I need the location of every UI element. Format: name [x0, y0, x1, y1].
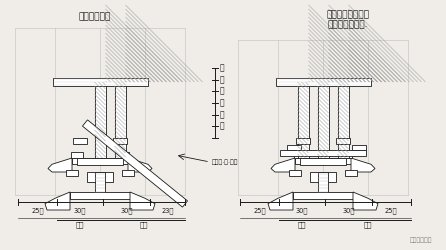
Text: 九几设计教育: 九几设计教育: [409, 238, 432, 243]
Text: 25分: 25分: [253, 207, 266, 214]
Bar: [338, 82, 348, 158]
Polygon shape: [128, 158, 152, 172]
Text: 25分: 25分: [31, 207, 44, 214]
Text: 外跳: 外跳: [140, 221, 149, 228]
Bar: [280, 150, 366, 156]
Polygon shape: [351, 158, 375, 172]
Bar: [113, 138, 127, 144]
Bar: [352, 145, 366, 150]
Text: 四铺作外檐昂: 四铺作外檐昂: [79, 12, 111, 21]
Bar: [276, 78, 371, 86]
Text: 里跳: 里跳: [76, 221, 84, 228]
Text: 25分: 25分: [385, 207, 397, 214]
Bar: [293, 192, 353, 199]
Polygon shape: [271, 158, 295, 172]
Text: 尺: 尺: [220, 98, 225, 108]
Polygon shape: [83, 120, 187, 207]
Bar: [310, 172, 336, 182]
Text: 30分: 30分: [296, 207, 308, 214]
Bar: [296, 138, 310, 144]
Text: 檩桁平·数·位分: 檩桁平·数·位分: [212, 159, 239, 165]
Text: 村: 村: [220, 64, 225, 72]
Text: 外跳: 外跳: [363, 221, 372, 228]
Bar: [287, 145, 301, 150]
Bar: [318, 172, 328, 192]
Polygon shape: [268, 192, 293, 210]
Text: 村: 村: [220, 87, 225, 96]
Bar: [340, 152, 352, 158]
Bar: [117, 152, 129, 158]
Bar: [295, 158, 351, 164]
Text: 30分: 30分: [74, 207, 86, 214]
Text: 23分: 23分: [161, 207, 174, 214]
Polygon shape: [45, 192, 70, 210]
Bar: [77, 158, 123, 165]
Text: 四铺作里外盘一抄: 四铺作里外盘一抄: [326, 10, 369, 19]
Polygon shape: [48, 158, 72, 172]
Bar: [95, 82, 106, 158]
Bar: [87, 172, 113, 182]
Bar: [115, 82, 125, 158]
Text: 尺: 尺: [220, 75, 225, 84]
Text: 30分: 30分: [120, 207, 133, 214]
Bar: [53, 78, 148, 86]
Polygon shape: [353, 192, 378, 210]
Text: 卷跳里内用重栱.: 卷跳里内用重栱.: [328, 20, 368, 29]
Text: 尺: 尺: [220, 122, 225, 131]
Bar: [300, 158, 346, 165]
Bar: [72, 158, 128, 164]
Bar: [336, 138, 350, 144]
Text: 里跳: 里跳: [298, 221, 306, 228]
Bar: [345, 170, 357, 176]
Bar: [73, 138, 87, 144]
Text: 30分: 30分: [343, 207, 355, 214]
Bar: [95, 172, 105, 192]
Polygon shape: [130, 192, 155, 210]
Bar: [71, 152, 83, 158]
Text: 村: 村: [220, 110, 225, 119]
Bar: [318, 82, 329, 158]
Bar: [66, 170, 78, 176]
Bar: [297, 82, 309, 158]
Bar: [70, 192, 130, 199]
Bar: [294, 152, 306, 158]
Bar: [289, 170, 301, 176]
Bar: [122, 170, 134, 176]
